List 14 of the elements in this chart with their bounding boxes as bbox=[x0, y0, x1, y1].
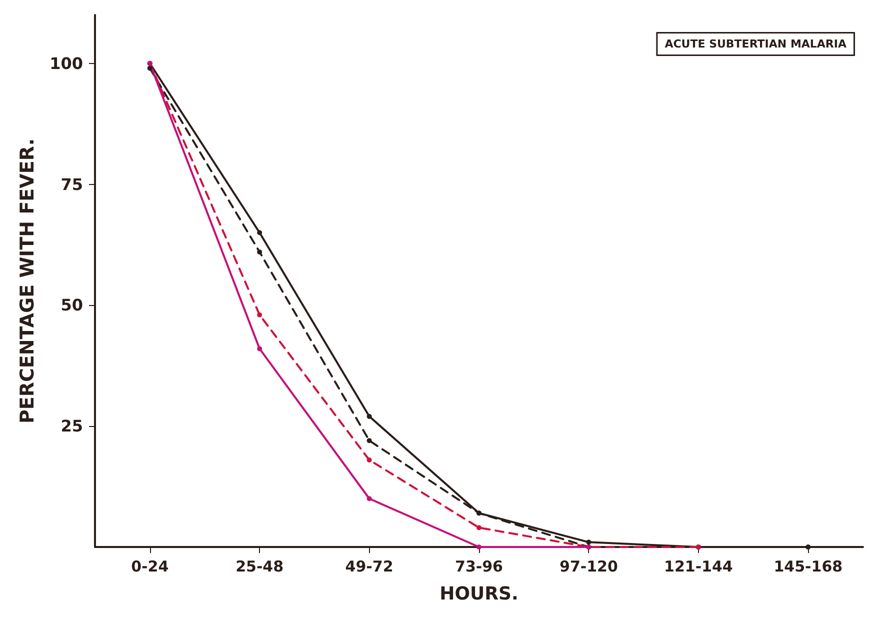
y-tick-label: 50 bbox=[60, 296, 83, 315]
x-tick-label: 121-144 bbox=[664, 558, 733, 576]
y-tick-label: 100 bbox=[50, 54, 83, 73]
annotation: ACUTE SUBTERTIAN MALARIA bbox=[664, 38, 847, 50]
x-tick-label: 73-96 bbox=[455, 558, 503, 576]
x-tick-label: 0-24 bbox=[131, 558, 169, 576]
x-tick-label: 25-48 bbox=[236, 558, 284, 576]
x-axis-title: HOURS. bbox=[440, 584, 518, 604]
x-tick-label: 145-168 bbox=[774, 558, 843, 576]
y-tick-label: 75 bbox=[60, 174, 83, 194]
y-tick-label: 25 bbox=[60, 416, 83, 436]
y-axis-title: PERCENTAGE WITH FEVER. bbox=[16, 138, 38, 424]
x-tick-label: 97-120 bbox=[560, 558, 618, 576]
x-tick-label: 49-72 bbox=[345, 558, 394, 576]
